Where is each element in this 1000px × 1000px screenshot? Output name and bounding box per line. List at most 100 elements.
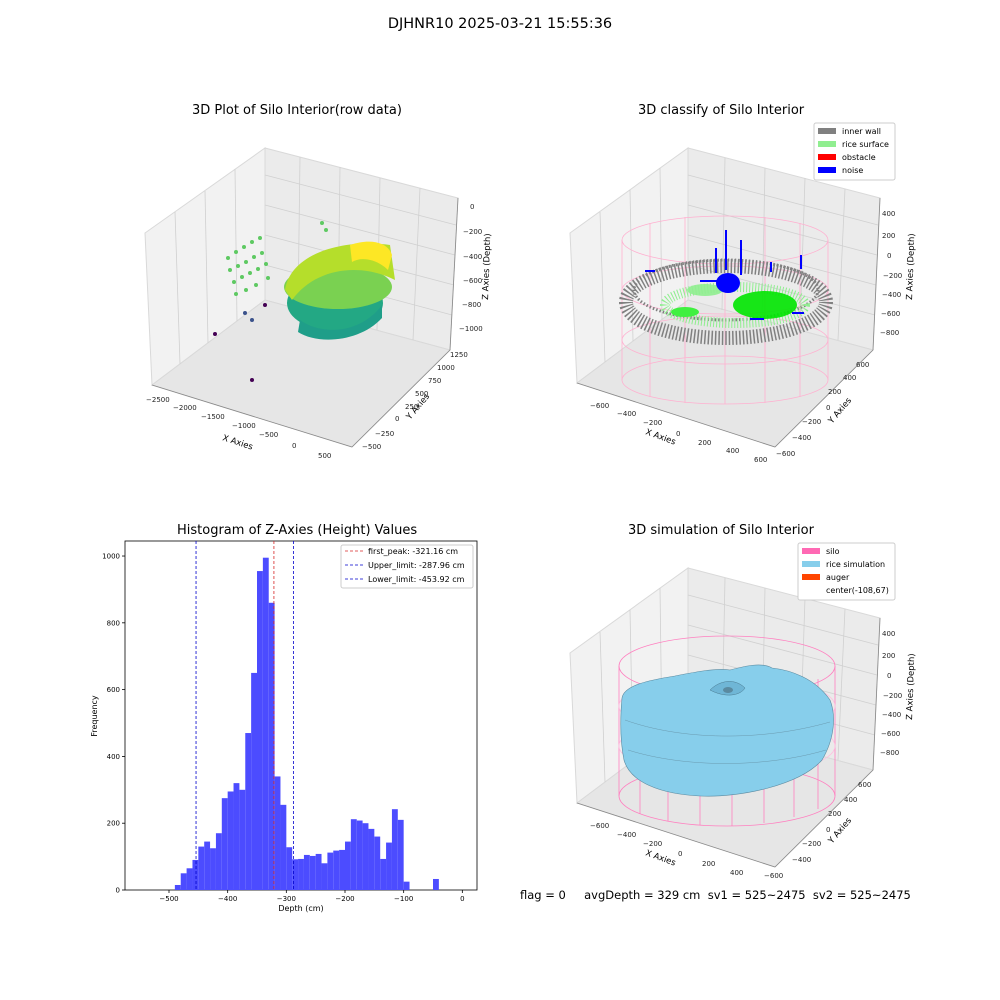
plot1-y-tick: −500: [362, 443, 381, 451]
plot4-y-tick: −600: [764, 872, 783, 880]
histogram-bar: [303, 854, 310, 890]
histogram-bar: [292, 859, 299, 890]
legend-swatch-rice-surface: [818, 141, 836, 147]
plot1-z-tick: −1000: [459, 325, 483, 333]
plot2-x-tick: −200: [643, 419, 662, 427]
y-tick-label: 0: [116, 887, 120, 895]
plot2-legend: inner wall rice surface obstacle noise: [813, 122, 896, 181]
plot4-axes-lines: [576, 617, 881, 868]
plot2-x-tick: −600: [590, 402, 609, 410]
legend-label: noise: [842, 166, 863, 175]
plot1-z-tick: −800: [462, 301, 481, 309]
y-tick-label: 800: [107, 619, 120, 627]
plot2-y-tick: −400: [792, 434, 811, 442]
legend-label: first_peak: -321.16 cm: [368, 547, 458, 556]
histogram-bar: [268, 602, 275, 890]
plot1-y-tick: 1000: [437, 364, 455, 372]
plot2-y-tick: −600: [776, 450, 795, 458]
plot1-x-label: X Axies: [221, 433, 254, 452]
plot4-z-tick: 0: [887, 672, 891, 680]
plot4-title: 3D simulation of Silo Interior: [628, 523, 814, 538]
x-tick-label: −300: [277, 895, 296, 903]
histogram-y-label: Frequency: [90, 695, 99, 737]
histogram-bar: [251, 672, 257, 890]
plot4-y-tick: 0: [826, 826, 830, 834]
plot1-y-tick: 750: [428, 377, 441, 385]
histogram-bar: [397, 819, 404, 890]
plot1-scatter: [213, 221, 328, 382]
plot4-x-label: X Axies: [644, 848, 677, 868]
legend-swatch-noise: [818, 167, 836, 173]
y-tick-label: 1000: [102, 553, 120, 561]
y-tick-label: 400: [107, 753, 120, 761]
plot4-y-tick: 400: [844, 796, 857, 804]
plot1-x-tick: 0: [292, 442, 296, 450]
histogram-legend: first_peak: -321.16 cm Upper_limit: -287…: [340, 544, 474, 589]
legend-label: auger: [826, 573, 850, 582]
plot1-x-tick: 500: [318, 452, 331, 460]
plot2-x-tick: 0: [676, 430, 680, 438]
plot2-z-tick: 0: [887, 252, 891, 260]
plot4-y-tick: 600: [858, 781, 871, 789]
x-tick-label: −100: [394, 895, 413, 903]
histogram-bars: [174, 557, 439, 890]
plot1-z-tick: −200: [463, 228, 482, 236]
plot2-y-tick: 200: [828, 388, 841, 396]
histogram-bar: [221, 798, 228, 890]
histogram-bar: [286, 847, 293, 890]
plot1-z-tick: −600: [463, 277, 482, 285]
plot2-x-tick: 400: [726, 447, 739, 455]
histogram-bar: [356, 820, 363, 890]
plot4-x-tick: 400: [730, 869, 743, 877]
plot2-y-tick: 0: [826, 404, 830, 412]
histogram-bar: [192, 859, 199, 890]
plot3-histogram: −500 −400 −300 −200 −100 0 02004006008001000 …: [90, 540, 478, 913]
histogram-bar: [380, 858, 387, 890]
plot2-x-tick: 200: [698, 439, 711, 447]
histogram-x-label: Depth (cm): [278, 904, 323, 913]
plot1-z-label: Z Axies (Depth): [481, 233, 493, 300]
plot2-z-tick: 200: [882, 232, 895, 240]
histogram-bar: [233, 783, 240, 890]
plot2-noise: [645, 230, 804, 320]
plot2-y-tick: 400: [843, 374, 856, 382]
plot1-y-tick: 1250: [450, 351, 468, 359]
histogram-bar: [350, 819, 357, 890]
histogram-bar: [215, 833, 222, 890]
histogram-bar: [403, 881, 410, 890]
plot4-z-tick: −600: [881, 730, 900, 738]
legend-swatch-rice-simulation: [802, 561, 820, 567]
plot1-axes-lines: [151, 197, 459, 448]
histogram-bar: [198, 846, 205, 890]
plot1-y-tick: 500: [415, 390, 428, 398]
histogram-bar: [210, 848, 216, 890]
plot4-rice-surface: [620, 664, 834, 797]
histogram-bar: [298, 858, 304, 890]
plot1-z-tick: −400: [463, 253, 482, 261]
plot4-x-tick: 0: [678, 850, 682, 858]
plot2-x-label: X Axies: [644, 427, 677, 447]
plot1-y-tick: −250: [375, 430, 394, 438]
legend-swatch-silo: [802, 548, 820, 554]
histogram-bar: [333, 850, 340, 890]
histogram-bar: [245, 733, 252, 890]
legend-label: rice surface: [842, 140, 889, 149]
plot2-z-tick: −600: [881, 310, 900, 318]
plot4-x-tick: −200: [643, 840, 662, 848]
histogram-bar: [345, 841, 351, 890]
histogram-vlines: [195, 541, 294, 890]
histogram-bar: [227, 791, 234, 890]
status-line: flag = 0 avgDepth = 329 cm sv1 = 525~247…: [520, 888, 911, 902]
legend-label: Lower_limit: -453.92 cm: [368, 575, 465, 584]
histogram-frame: [124, 540, 478, 891]
plot2-y-tick: 600: [856, 361, 869, 369]
plot4-z-tick: −200: [883, 692, 902, 700]
legend-swatch-auger: [802, 574, 820, 580]
histogram-bar: [257, 571, 263, 890]
y-tick-label: 200: [107, 820, 120, 828]
histogram-x-ticks: −500 −400 −300 −200 −100 0: [159, 890, 465, 903]
histogram-bar: [204, 841, 211, 890]
histogram-bar: [339, 849, 345, 890]
histogram-bar: [362, 823, 369, 890]
plot4-legend: silo rice simulation auger center(-108,6…: [797, 542, 896, 601]
